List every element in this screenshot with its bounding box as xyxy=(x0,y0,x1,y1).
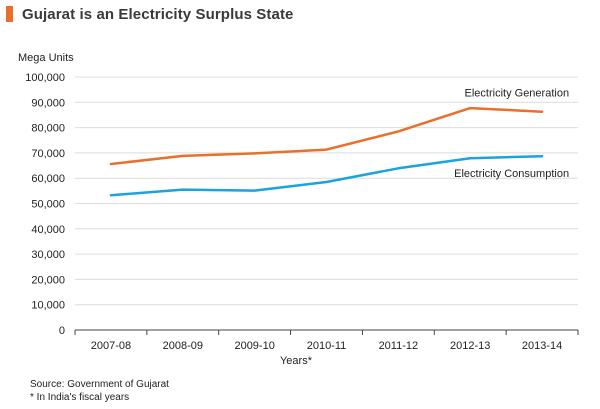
y-axis-title: Mega Units xyxy=(18,52,74,64)
x-axis-title: Years* xyxy=(280,355,313,367)
series-label: Electricity Consumption xyxy=(454,168,569,180)
x-tick-label: 2013-14 xyxy=(522,340,562,352)
y-tick-label: 20,000 xyxy=(31,274,65,286)
y-tick-label: 40,000 xyxy=(31,224,65,236)
y-tick-label: 60,000 xyxy=(31,173,65,185)
y-tick-label: 50,000 xyxy=(31,199,65,211)
chart-title-bar: Gujarat is an Electricity Surplus State xyxy=(6,5,294,23)
series-labels: Electricity Generation Electricity Consum… xyxy=(454,88,569,181)
y-tick-label: 0 xyxy=(59,325,65,337)
x-tick-label: 2011-12 xyxy=(379,340,419,352)
y-tick-label: 70,000 xyxy=(31,148,65,160)
y-tick-label: 100,000 xyxy=(25,72,65,84)
series-line-electricity-generation xyxy=(109,106,544,166)
title-accent-bar xyxy=(6,6,13,22)
grid-lines xyxy=(75,76,578,306)
y-tick-label: 90,000 xyxy=(31,97,65,109)
y-tick-label: 10,000 xyxy=(31,300,65,312)
series-lines xyxy=(109,106,544,197)
x-tick-label: 2007-08 xyxy=(91,340,131,352)
x-tick-label: 2010-11 xyxy=(307,340,347,352)
x-tick-label: 2009-10 xyxy=(234,340,274,352)
y-axis-ticks: 0 10,000 20,000 30,000 40,000 50,000 60,000 70,… xyxy=(25,72,65,337)
series-label: Electricity Generation xyxy=(465,88,570,100)
source-note: Source: Government of Gujarat xyxy=(30,379,169,390)
x-tick-label: 2012-13 xyxy=(450,340,490,352)
x-axis-ticks: 2007-08 2008-09 2009-10 2010-11 2011-12 2012-… xyxy=(74,330,579,352)
fiscal-year-note: * In India's fiscal years xyxy=(30,392,130,403)
y-tick-label: 30,000 xyxy=(31,249,65,261)
y-tick-label: 80,000 xyxy=(31,123,65,135)
x-tick-label: 2008-09 xyxy=(163,340,203,352)
chart-title: Gujarat is an Electricity Surplus State xyxy=(22,5,294,23)
